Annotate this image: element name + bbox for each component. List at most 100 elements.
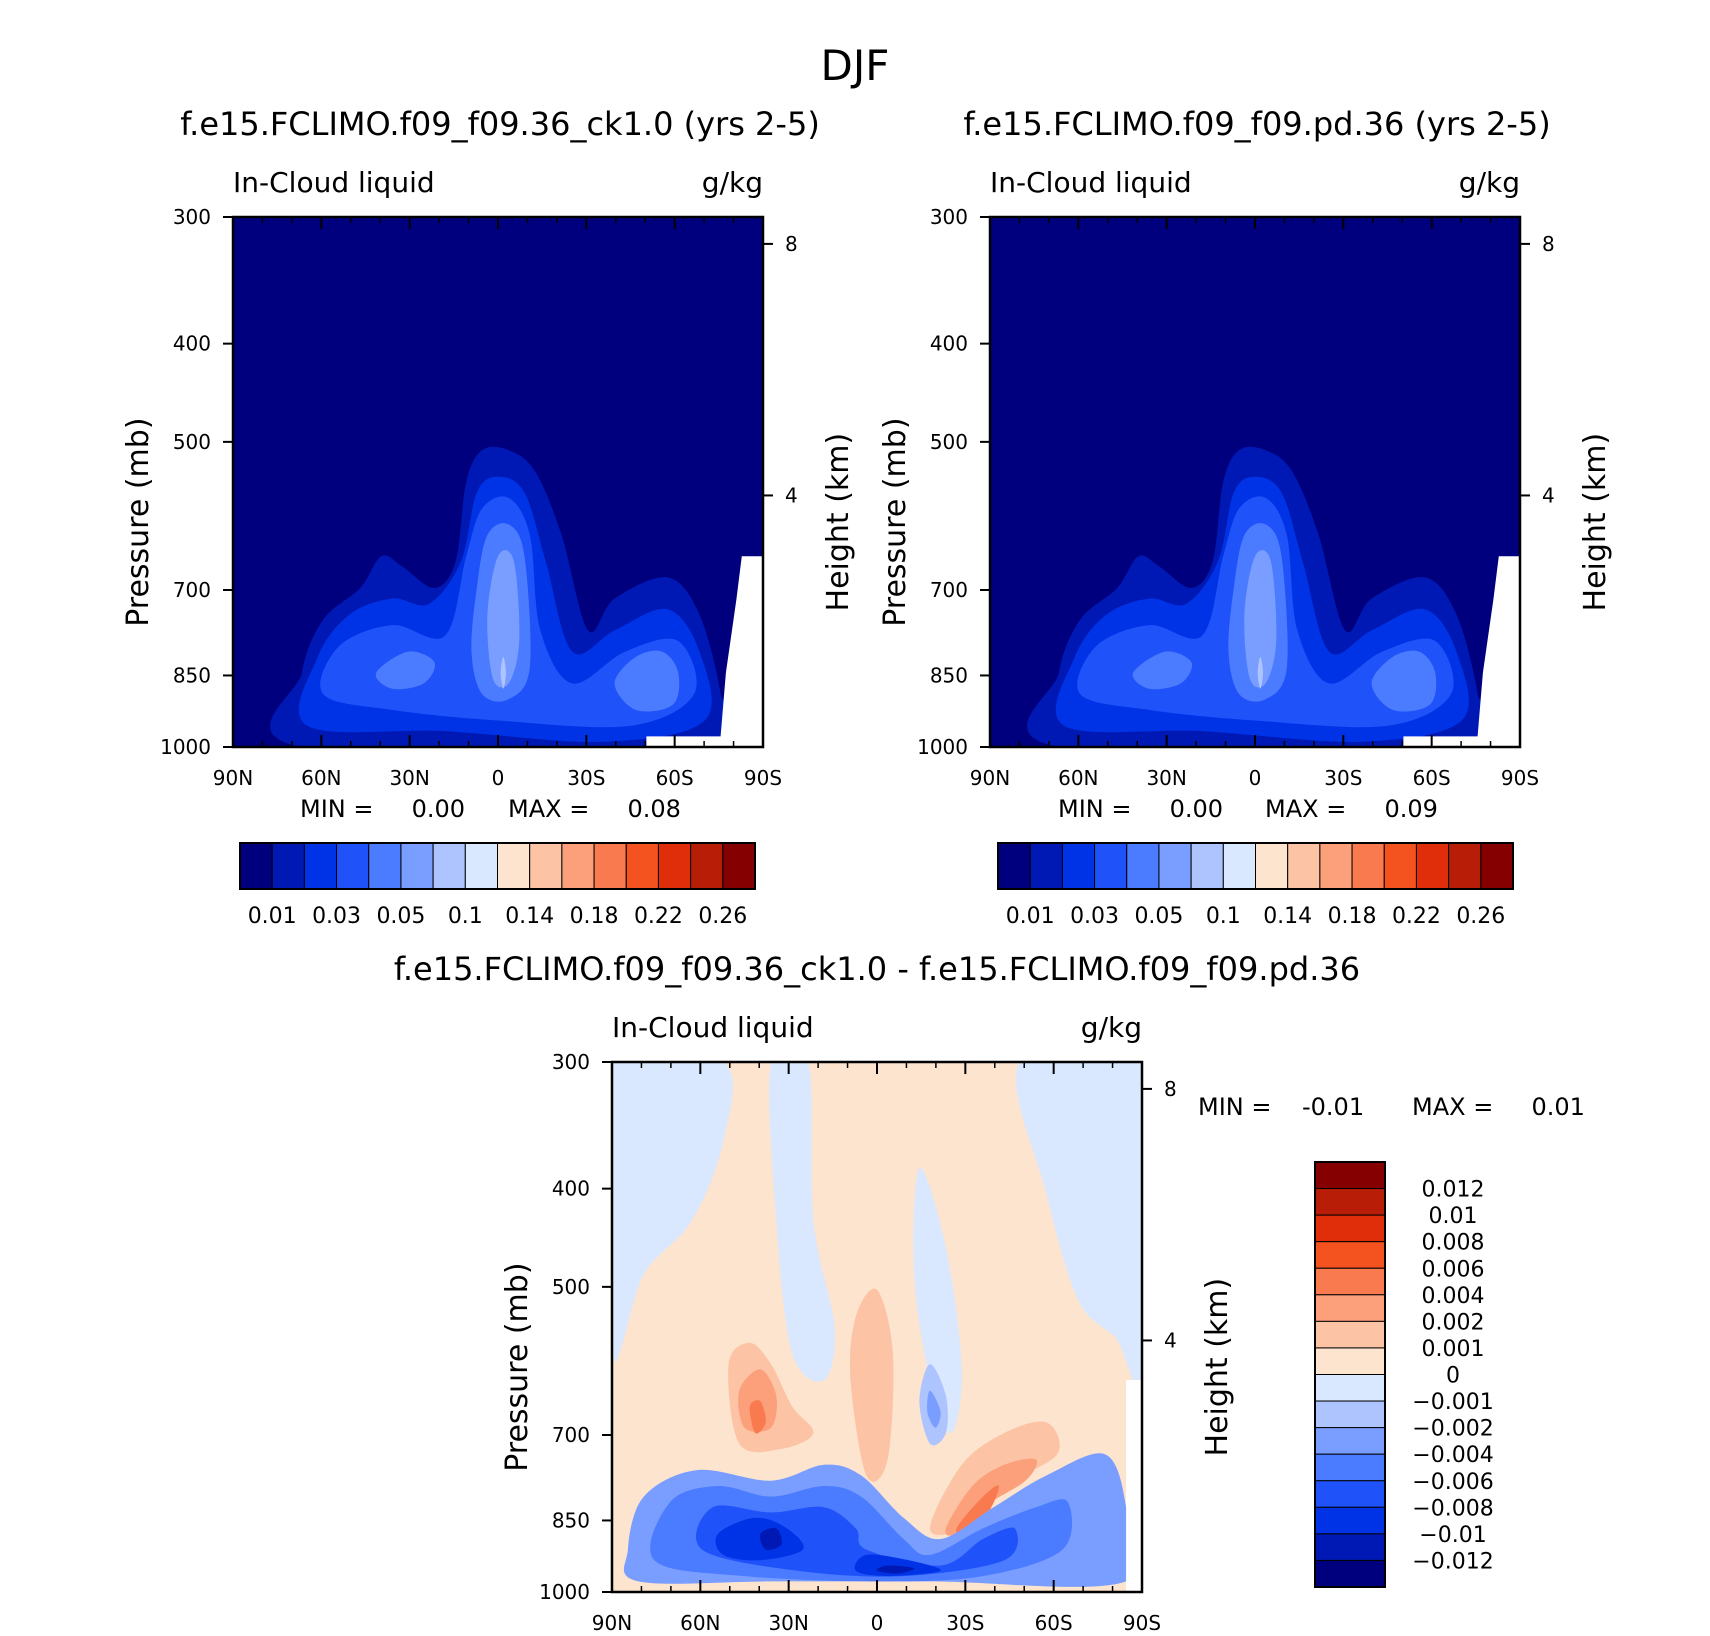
y-tick-label: 700 (173, 578, 211, 602)
colorbar-label: 0.006 (1422, 1257, 1485, 1282)
colorbar-swatch (1314, 1320, 1386, 1349)
colorbar-swatch (1094, 842, 1128, 890)
colorbar-label: 0.012 (1422, 1178, 1485, 1203)
y-tick-label: 850 (173, 663, 211, 687)
x-tick-label: 0 (1249, 766, 1262, 790)
chart-panel-2: 90N 60N 30N 0 30S 60S 90S 300 400 500 700 850 1000 8 4… (878, 105, 1613, 929)
colorbar-swatch (497, 842, 531, 890)
colorbar-label: 0.03 (1070, 904, 1119, 929)
x-tick-label: 30S (567, 766, 605, 790)
x-tick-label: 90N (213, 766, 253, 790)
y-right-tick-label: 8 (1542, 232, 1555, 256)
y-tick-label: 300 (552, 1050, 590, 1074)
colorbar-label: 0.01 (248, 904, 297, 929)
colorbar-label: 0.22 (634, 904, 683, 929)
colorbar-label: 0.14 (505, 904, 554, 929)
colorbar-swatch (239, 842, 273, 890)
y-tick-label: 300 (930, 205, 968, 229)
colorbar-swatch (1287, 842, 1321, 890)
colorbar-label: −0.001 (1412, 1390, 1493, 1415)
colorbar-swatch (529, 842, 563, 890)
colorbar-label: 0.14 (1263, 904, 1312, 929)
panel-title: f.e15.FCLIMO.f09_f09.36_ck1.0 - f.e15.FC… (394, 950, 1360, 988)
x-tick-label: 30N (768, 1611, 808, 1635)
x-tick-label: 90N (970, 766, 1010, 790)
colorbar-swatch (1061, 842, 1096, 890)
missing-data-region (646, 556, 763, 747)
colorbar-label: 0.004 (1422, 1284, 1485, 1309)
y-axis-label: Pressure (mb) (878, 417, 913, 626)
colorbar-label: 0.002 (1422, 1310, 1485, 1335)
colorbar-swatch (1255, 842, 1289, 890)
y-axis-label: Pressure (mb) (121, 417, 156, 626)
y-right-tick-label: 4 (1542, 483, 1555, 507)
colorbar-label: −0.01 (1419, 1523, 1486, 1548)
missing-data-region (1126, 1380, 1142, 1592)
contour-level-13-region (715, 1517, 804, 1561)
colorbar-swatch (271, 842, 305, 890)
colorbar-swatch (1314, 1453, 1386, 1482)
contour-level-14-region (876, 1565, 915, 1574)
colorbar-swatch (657, 842, 692, 890)
y-tick-label: 850 (930, 663, 968, 687)
contour-level-5-region (1244, 550, 1277, 688)
contour-level-8-region (769, 1062, 835, 1382)
contour-level-6-region (500, 656, 506, 689)
colorbar: 0.0120.010.0080.0060.0040.0020.0010−0.00… (1314, 1161, 1494, 1588)
min-value-label: MIN = 0.00 (1058, 795, 1223, 823)
colorbar-label: 0.01 (1429, 1204, 1478, 1229)
colorbar-label: 0.18 (1328, 904, 1377, 929)
colorbar-label: 0.01 (1006, 904, 1055, 929)
colorbar-label: 0.1 (1206, 904, 1241, 929)
contour-level-4-region (1371, 650, 1437, 712)
panel-title: f.e15.FCLIMO.f09_f09.36_ck1.0 (yrs 2-5) (180, 105, 820, 143)
min-value-label: MIN = 0.00 (300, 795, 465, 823)
contour-level-4-region (614, 650, 680, 712)
y-tick-label: 400 (930, 332, 968, 356)
y-tick-label: 500 (173, 430, 211, 454)
colorbar-label: −0.012 (1412, 1549, 1493, 1574)
units-label: g/kg (1081, 1011, 1142, 1044)
x-tick-label: 60N (1058, 766, 1098, 790)
y-right-axis-label: Height (km) (821, 433, 856, 612)
colorbar-label: −0.002 (1412, 1417, 1493, 1442)
colorbar-label: 0.26 (698, 904, 747, 929)
x-tick-label: 60S (1035, 1611, 1073, 1635)
units-label: g/kg (702, 166, 763, 199)
colorbar-swatch (1383, 842, 1417, 890)
colorbar-swatch (690, 842, 724, 890)
colorbar-swatch (1480, 842, 1514, 890)
y-tick-label: 500 (930, 430, 968, 454)
y-right-tick-label: 8 (1164, 1077, 1177, 1101)
colorbar-swatch (1222, 842, 1256, 890)
colorbar-swatch (561, 842, 595, 890)
plot-area (612, 1062, 1142, 1592)
colorbar-label: 0.05 (376, 904, 425, 929)
variable-label: In-Cloud liquid (990, 166, 1192, 199)
colorbar-swatch (1314, 1267, 1386, 1296)
colorbar-swatch (1314, 1214, 1386, 1243)
chart-panel-3: 90N 60N 30N 0 30S 60S 90S 300 400 500 700 850 1000 8 4… (394, 950, 1585, 1635)
colorbar-frame (239, 842, 756, 890)
colorbar-swatch (1314, 1559, 1386, 1588)
contour-level-8-region (1015, 1062, 1142, 1386)
y-tick-label: 400 (552, 1177, 590, 1201)
colorbar-swatch (1314, 1533, 1386, 1561)
y-tick-label: 850 (552, 1508, 590, 1532)
plot-area (990, 217, 1520, 747)
colorbar-swatch (1126, 842, 1160, 890)
colorbar-label: −0.008 (1412, 1496, 1493, 1521)
contour-level-8-region (913, 1167, 962, 1434)
colorbar-swatch (593, 842, 627, 890)
max-value-label: MAX = 0.08 (508, 795, 681, 823)
panel-title: f.e15.FCLIMO.f09_f09.pd.36 (yrs 2-5) (963, 105, 1550, 143)
contour-level-4-region (749, 1400, 766, 1434)
x-tick-label: 90S (744, 766, 782, 790)
colorbar-swatch (1314, 1347, 1386, 1375)
colorbar-swatch (722, 842, 756, 890)
colorbar: 0.01 0.03 0.05 0.1 0.14 0.18 0.22 0.26 (997, 842, 1514, 929)
colorbar-swatch (1190, 842, 1224, 890)
contour-level-4-region (1132, 651, 1193, 690)
colorbar-label: 0.22 (1392, 904, 1441, 929)
colorbar-label: 0.26 (1456, 904, 1505, 929)
